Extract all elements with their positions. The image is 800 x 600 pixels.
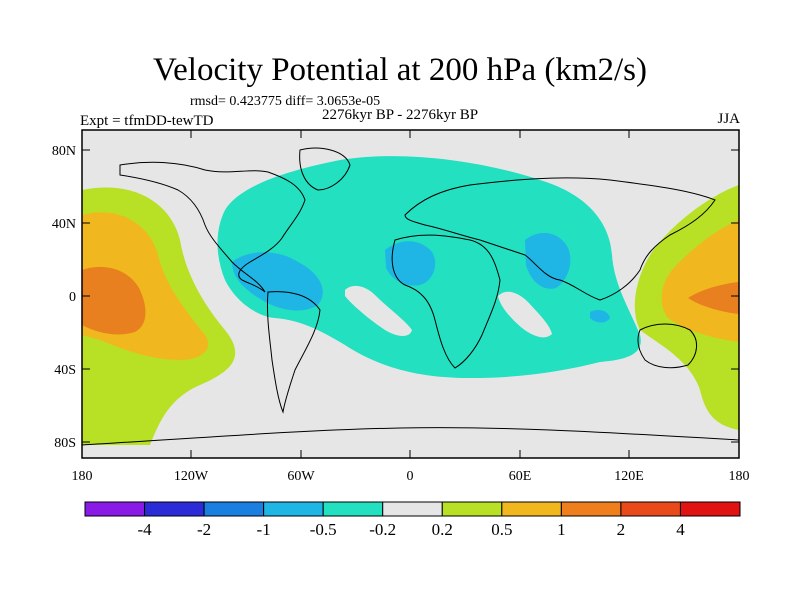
- colorbar-label: -0.5: [310, 520, 337, 539]
- shade-west-darkorange: [82, 266, 146, 335]
- lat-axis: [82, 149, 739, 443]
- lat-label-40s: 40S: [54, 363, 76, 378]
- colorbar-swatch: [144, 501, 205, 517]
- plot-title: Velocity Potential at 200 hPa (km2/s): [152, 52, 648, 88]
- season-label: JJA: [717, 111, 740, 127]
- colorbar-swatch: [84, 501, 146, 517]
- colorbar-label: -4: [137, 520, 152, 539]
- shade-blue-africa: [385, 241, 436, 286]
- coastlines: [82, 147, 739, 446]
- colorbar-swatch: [382, 501, 443, 517]
- colorbar-swatch: [620, 501, 681, 517]
- colorbar-label: 2: [617, 520, 626, 539]
- coast-africa: [391, 234, 501, 369]
- lon-label-180-west: 180: [72, 469, 93, 484]
- lon-label-180-east: 180: [729, 469, 750, 484]
- colorbar-swatch: [203, 501, 265, 517]
- colorbar: -4 -2 -1 -0.5 -0.2 0.2 0.5 1 2 4: [84, 501, 741, 539]
- lat-label-80s: 80S: [54, 436, 76, 451]
- shade-neutral-atlantic: [345, 285, 412, 336]
- lon-label-120w: 120W: [174, 469, 209, 484]
- colorbar-swatch: [441, 501, 503, 517]
- lat-label-0: 0: [69, 290, 76, 305]
- lat-label-80n: 80N: [52, 144, 76, 159]
- rmsd-diff-stats: rmsd= 0.423775 diff= 3.0653e-05: [190, 94, 381, 109]
- colorbar-swatch: [560, 501, 622, 517]
- coast-antarctica: [82, 427, 739, 446]
- coast-north-america: [119, 161, 306, 293]
- shade-east-darkorange: [688, 282, 739, 314]
- coast-eurasia: [404, 177, 716, 301]
- colorbar-label: -2: [197, 520, 211, 539]
- colorbar-swatch: [501, 501, 562, 517]
- coast-south-america: [266, 291, 321, 414]
- shade-east-orange: [661, 220, 739, 342]
- contour-shading: [82, 147, 739, 446]
- colorbar-label: -1: [257, 520, 271, 539]
- period-label: 2276kyr BP - 2276kyr BP: [322, 107, 479, 123]
- coast-greenland: [299, 147, 351, 191]
- lon-label-60e: 60E: [509, 469, 532, 484]
- lon-axis: [190, 130, 630, 458]
- colorbar-label: -0.2: [369, 520, 396, 539]
- experiment-label: Expt = tfmDD-tewTD: [80, 113, 214, 129]
- colorbar-label: 1: [557, 520, 566, 539]
- lon-label-60w: 60W: [287, 469, 315, 484]
- colorbar-swatch: [263, 501, 324, 517]
- colorbar-swatch: [322, 501, 384, 517]
- colorbar-swatch: [679, 501, 741, 517]
- shade-blue-americas: [232, 252, 323, 311]
- lat-label-40n: 40N: [52, 217, 76, 232]
- coast-australia: [637, 323, 697, 369]
- shade-blue-india: [525, 233, 571, 289]
- lon-label-120e: 120E: [614, 469, 644, 484]
- shade-blue-indian-ocean: [590, 310, 610, 323]
- colorbar-label: 0.5: [491, 520, 512, 539]
- lon-label-0: 0: [407, 469, 414, 484]
- colorbar-label: 4: [676, 520, 685, 539]
- colorbar-label: 0.2: [432, 520, 453, 539]
- shade-neutral-indian: [498, 291, 552, 338]
